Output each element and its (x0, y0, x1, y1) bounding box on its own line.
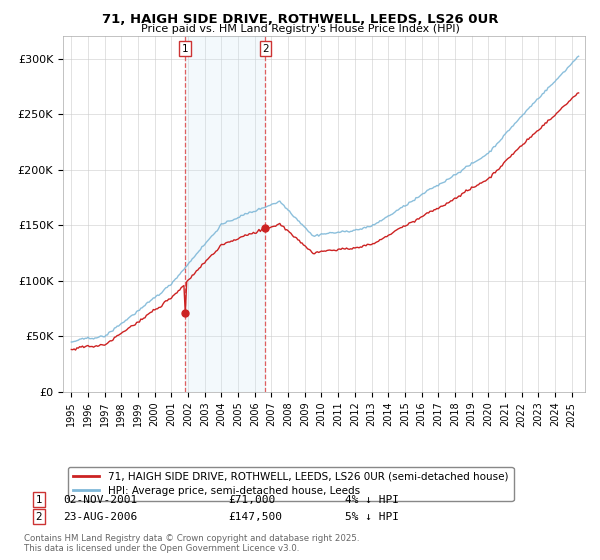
Text: 1: 1 (35, 494, 43, 505)
Text: 02-NOV-2001: 02-NOV-2001 (63, 494, 137, 505)
Legend: 71, HAIGH SIDE DRIVE, ROTHWELL, LEEDS, LS26 0UR (semi-detached house), HPI: Aver: 71, HAIGH SIDE DRIVE, ROTHWELL, LEEDS, L… (68, 466, 514, 501)
Text: 4% ↓ HPI: 4% ↓ HPI (345, 494, 399, 505)
Text: Price paid vs. HM Land Registry's House Price Index (HPI): Price paid vs. HM Land Registry's House … (140, 24, 460, 34)
Text: 23-AUG-2006: 23-AUG-2006 (63, 512, 137, 522)
Text: 2: 2 (262, 44, 269, 54)
Text: 5% ↓ HPI: 5% ↓ HPI (345, 512, 399, 522)
Text: £71,000: £71,000 (228, 494, 275, 505)
Text: 1: 1 (182, 44, 189, 54)
Bar (185, 36, 265, 392)
Text: 2: 2 (35, 512, 43, 522)
Text: 71, HAIGH SIDE DRIVE, ROTHWELL, LEEDS, LS26 0UR: 71, HAIGH SIDE DRIVE, ROTHWELL, LEEDS, L… (102, 13, 498, 26)
Text: Contains HM Land Registry data © Crown copyright and database right 2025.
This d: Contains HM Land Registry data © Crown c… (24, 534, 359, 553)
Text: £147,500: £147,500 (228, 512, 282, 522)
